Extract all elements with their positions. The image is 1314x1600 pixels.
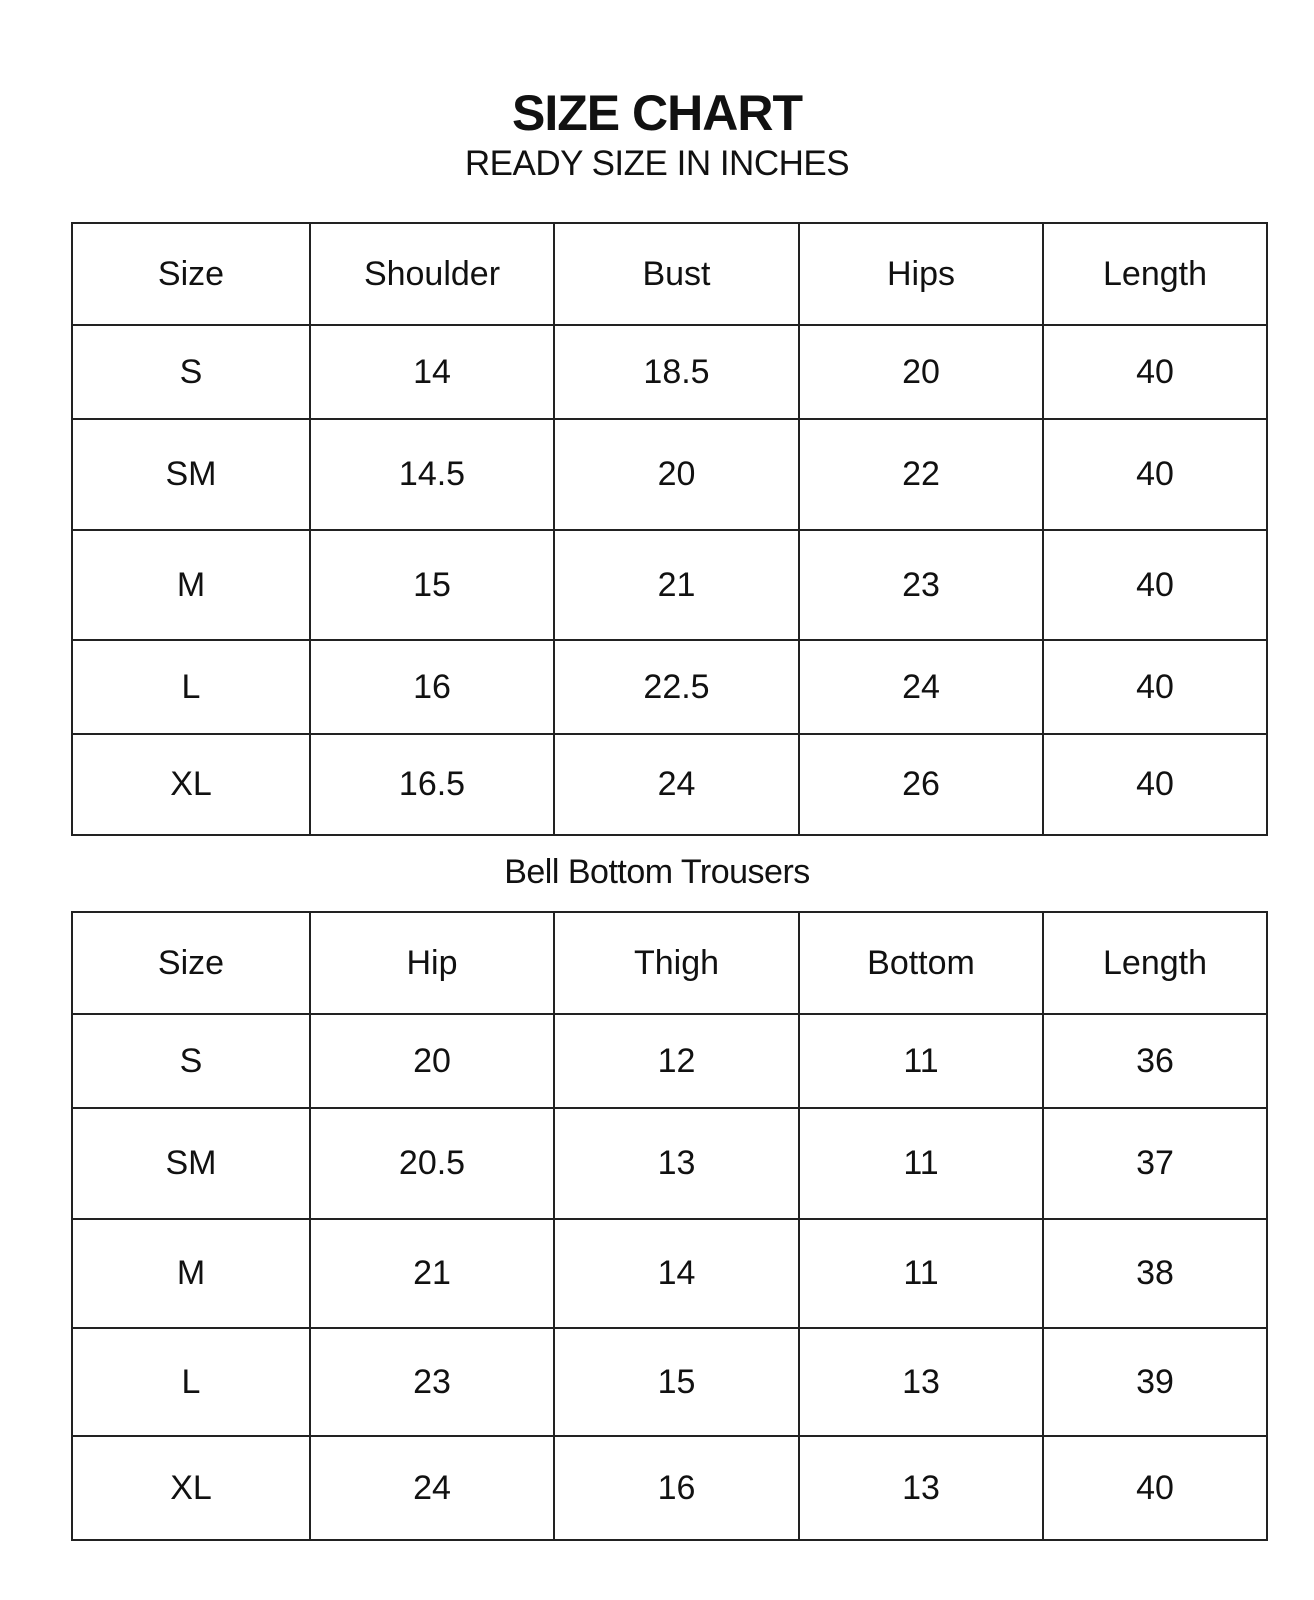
table-cell: 20 xyxy=(553,418,800,531)
table-cell: 22 xyxy=(798,418,1044,531)
table-cell: 23 xyxy=(798,529,1044,641)
table-cell: 14 xyxy=(309,324,555,420)
trousers-caption: Bell Bottom Trousers xyxy=(504,853,810,891)
table-row: S 14 18.5 20 40 xyxy=(71,324,1268,420)
table-cell: S xyxy=(71,1013,311,1109)
table-cell: SM xyxy=(71,418,311,531)
table-cell: L xyxy=(71,1327,311,1437)
table-cell: 15 xyxy=(553,1327,800,1437)
table-cell: 13 xyxy=(553,1107,800,1220)
table-cell: 16 xyxy=(309,639,555,735)
table-cell: 24 xyxy=(553,733,800,836)
table-row: SM 20.5 13 11 37 xyxy=(71,1107,1268,1220)
table-cell: 14 xyxy=(553,1218,800,1329)
table-cell: 38 xyxy=(1042,1218,1268,1329)
column-header: Size xyxy=(71,911,311,1015)
page-title: SIZE CHART xyxy=(512,85,803,141)
trousers-size-table: Size Hip Thigh Bottom Length S 20 12 11 36 SM 20.5 1… xyxy=(71,911,1268,1541)
table-cell: 18.5 xyxy=(553,324,800,420)
table-row: SM 14.5 20 22 40 xyxy=(71,418,1268,531)
table-cell: 26 xyxy=(798,733,1044,836)
table-cell: XL xyxy=(71,1435,311,1541)
column-header: Bottom xyxy=(798,911,1044,1015)
column-header: Thigh xyxy=(553,911,800,1015)
table-cell: 24 xyxy=(309,1435,555,1541)
table-cell: L xyxy=(71,639,311,735)
table-cell: 37 xyxy=(1042,1107,1268,1220)
table-row: L 16 22.5 24 40 xyxy=(71,639,1268,735)
table-cell: 12 xyxy=(553,1013,800,1109)
table-cell: 21 xyxy=(553,529,800,641)
table-cell: 36 xyxy=(1042,1013,1268,1109)
table-cell: 20 xyxy=(798,324,1044,420)
table-cell: 40 xyxy=(1042,639,1268,735)
column-header: Length xyxy=(1042,222,1268,326)
table-cell: 16.5 xyxy=(309,733,555,836)
table-cell: 20 xyxy=(309,1013,555,1109)
table-cell: 39 xyxy=(1042,1327,1268,1437)
table-cell: 16 xyxy=(553,1435,800,1541)
table-cell: XL xyxy=(71,733,311,836)
table-cell: 24 xyxy=(798,639,1044,735)
table-cell: SM xyxy=(71,1107,311,1220)
table-cell: 13 xyxy=(798,1435,1044,1541)
table-row: S 20 12 11 36 xyxy=(71,1013,1268,1109)
table-cell: 11 xyxy=(798,1218,1044,1329)
table-cell: 15 xyxy=(309,529,555,641)
table-cell: 40 xyxy=(1042,733,1268,836)
table-cell: 40 xyxy=(1042,529,1268,641)
table-row: XL 16.5 24 26 40 xyxy=(71,733,1268,836)
table-row: L 23 15 13 39 xyxy=(71,1327,1268,1437)
header-row: Size Shoulder Bust Hips Length xyxy=(71,222,1268,326)
page-subtitle: READY SIZE IN INCHES xyxy=(464,144,850,183)
table-cell: 40 xyxy=(1042,418,1268,531)
table-cell: 22.5 xyxy=(553,639,800,735)
column-header: Size xyxy=(71,222,311,326)
table-row: XL 24 16 13 40 xyxy=(71,1435,1268,1541)
table-cell: 13 xyxy=(798,1327,1044,1437)
table-cell: 40 xyxy=(1042,1435,1268,1541)
table-cell: M xyxy=(71,1218,311,1329)
table-cell: M xyxy=(71,529,311,641)
table-row: M 21 14 11 38 xyxy=(71,1218,1268,1329)
column-header: Hip xyxy=(309,911,555,1015)
top-size-table: Size Shoulder Bust Hips Length S 14 18.5 20 40 SM 1… xyxy=(71,222,1268,836)
table-cell: 14.5 xyxy=(309,418,555,531)
table-cell: 11 xyxy=(798,1013,1044,1109)
header-row: Size Hip Thigh Bottom Length xyxy=(71,911,1268,1015)
table-cell: 40 xyxy=(1042,324,1268,420)
column-header: Bust xyxy=(553,222,800,326)
table-cell: 21 xyxy=(309,1218,555,1329)
table-cell: S xyxy=(71,324,311,420)
table-cell: 20.5 xyxy=(309,1107,555,1220)
column-header: Shoulder xyxy=(309,222,555,326)
table-cell: 23 xyxy=(309,1327,555,1437)
table-row: M 15 21 23 40 xyxy=(71,529,1268,641)
column-header: Length xyxy=(1042,911,1268,1015)
column-header: Hips xyxy=(798,222,1044,326)
table-cell: 11 xyxy=(798,1107,1044,1220)
